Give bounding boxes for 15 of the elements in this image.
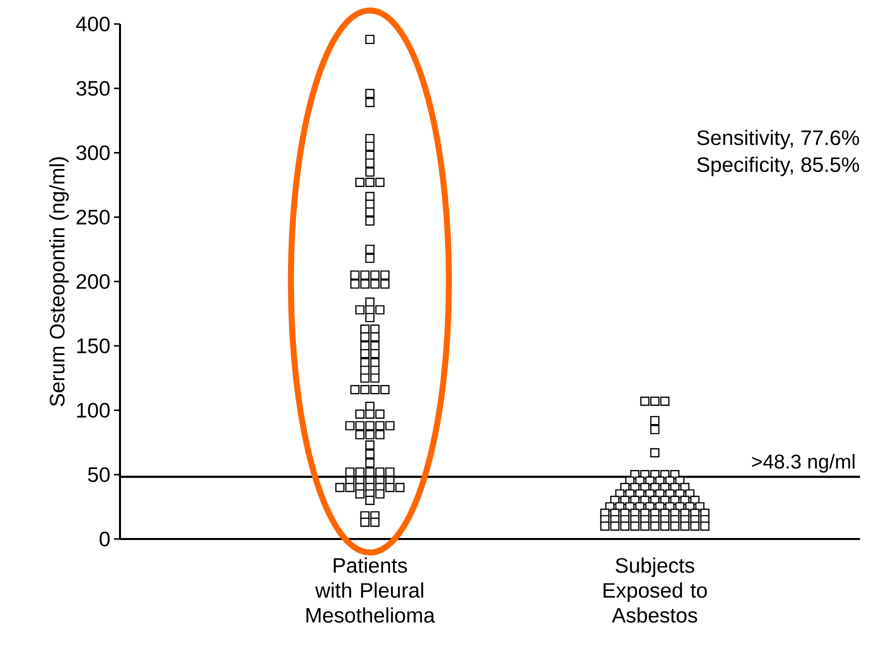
y-tick-label: 100 <box>77 402 110 418</box>
x-tick-label: Subjects Exposed to Asbestos <box>604 558 707 623</box>
y-tick-label: 400 <box>76 16 110 32</box>
ref-line-label: >48.3 ng/ml <box>752 454 854 473</box>
y-tick-label: 50 <box>88 467 110 482</box>
x-tick-label: Patients with Pleural Mesothelioma <box>306 558 436 623</box>
annotation: Sensitivity, 77.6% <box>697 130 860 150</box>
y-axis-title: Serum Osteopontin (ng/ml) <box>49 157 69 406</box>
y-tick-label: 0 <box>100 532 110 546</box>
y-tick-label: 350 <box>76 80 110 96</box>
annotation: Specificity, 85.5% <box>697 156 860 176</box>
y-tick-label: 150 <box>77 338 110 354</box>
y-tick-label: 200 <box>76 274 110 289</box>
y-tick-label: 300 <box>76 145 110 160</box>
y-tick-label: 250 <box>76 210 110 225</box>
